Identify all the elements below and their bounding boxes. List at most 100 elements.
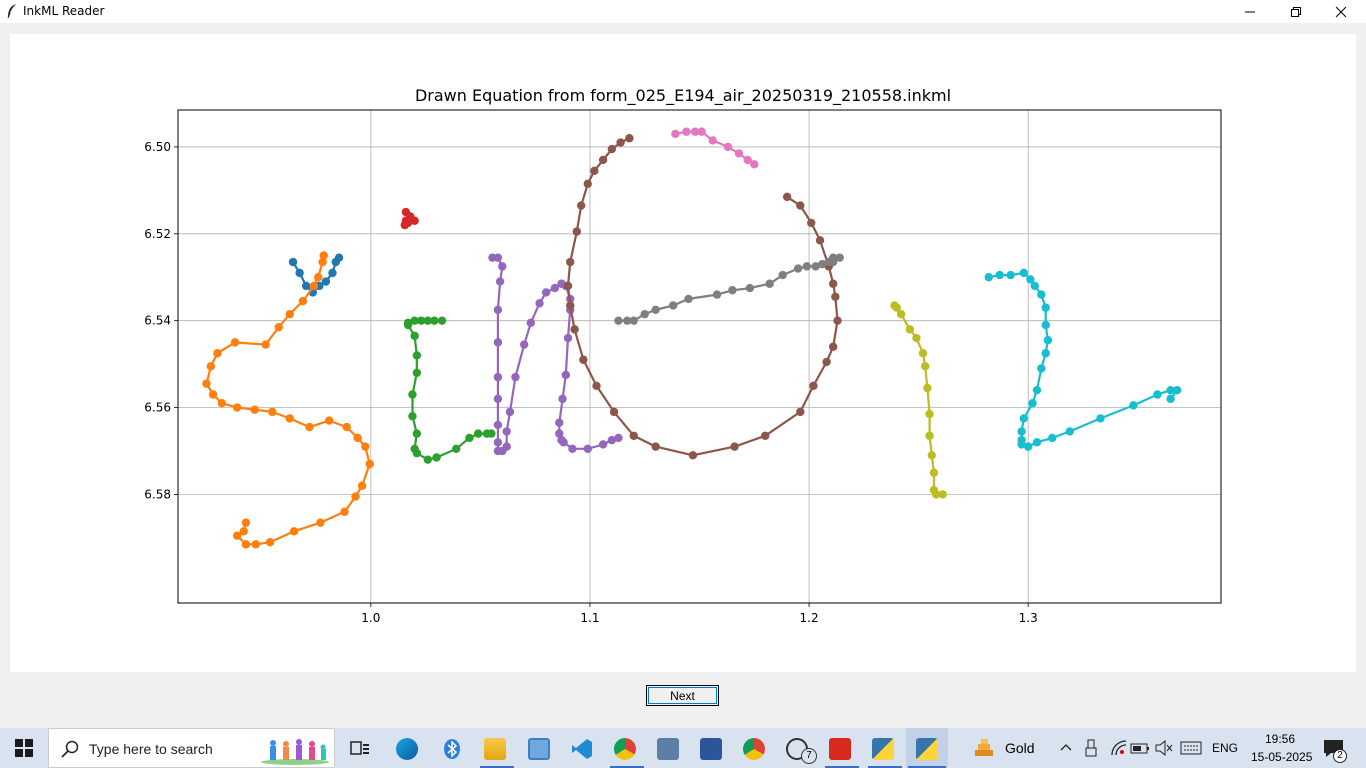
- close-button[interactable]: [1318, 0, 1364, 23]
- stroke-point: [765, 279, 774, 288]
- stroke-point: [796, 201, 805, 210]
- search-icon: [61, 740, 79, 758]
- edge-icon[interactable]: [396, 738, 418, 760]
- stroke-point: [295, 268, 304, 278]
- stroke-point: [340, 507, 349, 516]
- stroke-point: [743, 155, 752, 165]
- stroke-point: [807, 218, 816, 228]
- stroke-point: [493, 305, 503, 315]
- stroke-point: [251, 540, 260, 549]
- stroke-point: [502, 442, 511, 451]
- stroke-point: [239, 527, 248, 536]
- python-icon[interactable]: [916, 738, 938, 760]
- close-icon: [1335, 6, 1347, 17]
- stroke-point: [984, 273, 993, 282]
- wifi-icon[interactable]: [1110, 740, 1128, 756]
- start-button[interactable]: [0, 728, 48, 768]
- acrobat-icon[interactable]: [829, 738, 851, 760]
- chrome-icon[interactable]: [743, 738, 765, 760]
- stroke-point: [342, 422, 351, 432]
- chevron-up-icon[interactable]: [1060, 742, 1072, 752]
- task-view-icon: [350, 741, 369, 755]
- stroke-point: [417, 316, 426, 325]
- stroke-point: [614, 433, 623, 443]
- stroke-point: [835, 253, 844, 262]
- stroke-point: [1023, 442, 1033, 451]
- python-idle-icon[interactable]: [872, 738, 894, 760]
- stroke-point: [566, 257, 575, 267]
- chrome-profile-running-indicator: [610, 766, 644, 768]
- stroke-point: [314, 273, 323, 282]
- stroke-point: [232, 531, 242, 540]
- x-tick-label: 1.1: [580, 611, 599, 625]
- stroke-point: [493, 338, 503, 347]
- bluetooth-button[interactable]: [441, 738, 463, 760]
- stroke-point: [598, 155, 608, 165]
- stroke-point: [1153, 390, 1162, 399]
- stroke-point: [353, 433, 362, 443]
- stroke-point: [1041, 303, 1050, 312]
- stroke-point: [925, 409, 934, 419]
- stroke-point: [796, 407, 805, 417]
- task-view-button[interactable]: [349, 738, 371, 760]
- minimize-button[interactable]: [1227, 0, 1273, 23]
- stroke-point: [265, 537, 275, 547]
- clock-date[interactable]: 15-05-2025: [1251, 750, 1313, 764]
- stroke-point: [437, 316, 447, 325]
- stroke-point: [669, 301, 678, 310]
- word-icon[interactable]: [700, 738, 722, 760]
- stroke-point: [782, 192, 792, 202]
- stroke-point: [566, 301, 575, 310]
- stroke-point: [268, 407, 277, 417]
- whatsapp-badge: 7: [801, 748, 817, 764]
- stroke-point: [1019, 414, 1028, 423]
- speaker-muted-icon[interactable]: [1155, 740, 1173, 756]
- stroke-point: [833, 316, 842, 325]
- stroke-point: [334, 253, 344, 262]
- control-panel-icon[interactable]: [528, 738, 550, 760]
- stroke-point: [1006, 270, 1015, 280]
- vscode-button[interactable]: [571, 738, 593, 760]
- stroke-point: [802, 262, 812, 271]
- keyboard-icon[interactable]: [1180, 741, 1202, 755]
- taskbar-search[interactable]: Type here to search: [48, 728, 335, 768]
- stroke-point: [202, 379, 211, 388]
- stroke-point: [319, 251, 328, 260]
- stroke-point: [465, 433, 474, 443]
- stroke-line-6: [675, 130, 755, 166]
- stroke-point: [918, 349, 928, 358]
- weather-widget[interactable]: [973, 738, 995, 760]
- stroke-point: [400, 220, 409, 230]
- stroke-point: [1096, 414, 1105, 423]
- restore-button[interactable]: [1273, 0, 1319, 23]
- stroke-point: [493, 420, 503, 430]
- stroke-point: [505, 407, 515, 417]
- language-indicator[interactable]: ENG: [1212, 741, 1239, 755]
- stroke-point: [316, 518, 325, 527]
- stroke-point: [912, 333, 921, 343]
- stroke-point: [682, 127, 691, 136]
- python-running-indicator: [908, 766, 946, 768]
- chrome-profile-icon[interactable]: [614, 738, 636, 760]
- gold-bars-icon: [975, 739, 993, 756]
- stroke-point: [493, 394, 503, 404]
- stroke-point: [217, 398, 227, 408]
- calculator-icon[interactable]: [657, 738, 679, 760]
- stroke-point: [550, 283, 560, 293]
- stroke-point: [1019, 268, 1028, 278]
- battery-icon[interactable]: [1130, 741, 1150, 755]
- window-title: InkML Reader: [23, 4, 105, 18]
- windows-start-icon: [15, 739, 33, 757]
- stroke-point: [568, 444, 577, 454]
- next-button[interactable]: Next: [646, 685, 719, 706]
- stroke-point: [498, 262, 507, 271]
- stroke-point: [609, 407, 619, 417]
- usb-icon[interactable]: [1085, 739, 1097, 757]
- file-explorer-icon[interactable]: [484, 738, 506, 760]
- stroke-point: [289, 527, 299, 536]
- clock-time[interactable]: 19:56: [1265, 732, 1296, 746]
- stroke-point: [995, 270, 1004, 280]
- stroke-point: [520, 340, 529, 349]
- x-tick-label: 1.3: [1019, 611, 1038, 625]
- stroke-point: [365, 459, 374, 469]
